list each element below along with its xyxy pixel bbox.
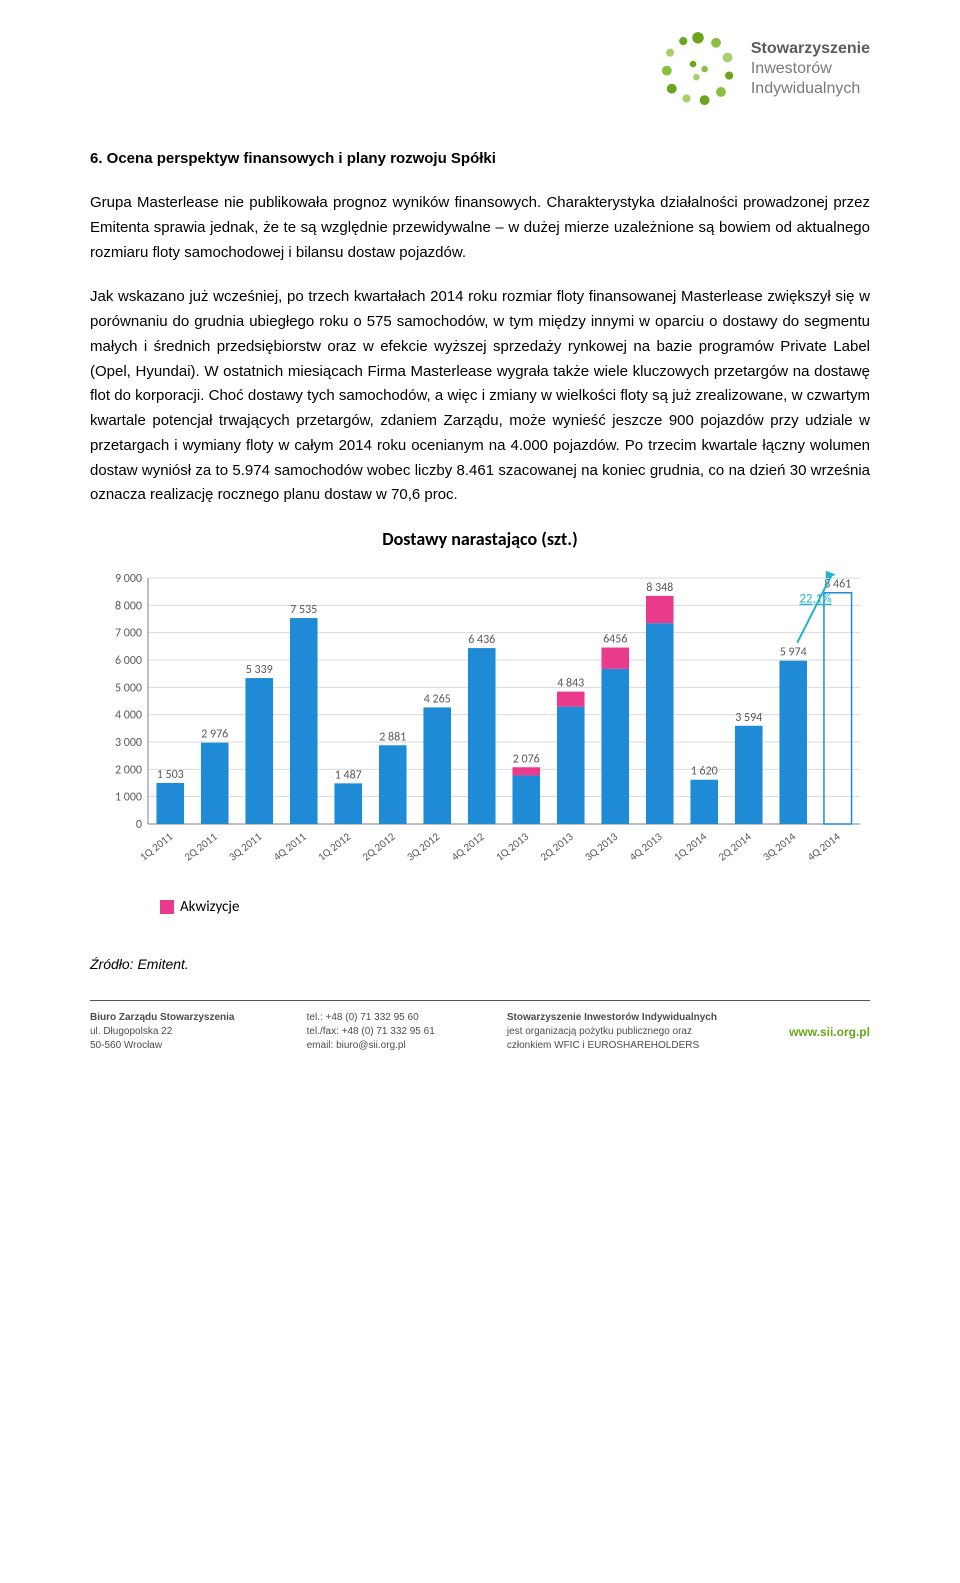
page-header: Stowarzyszenie Inwestorów Indywidualnych	[90, 28, 870, 110]
svg-text:1Q 2014: 1Q 2014	[671, 830, 709, 864]
chart-source: Źródło: Emitent.	[90, 956, 870, 972]
svg-text:3Q 2012: 3Q 2012	[404, 830, 442, 864]
footer-org-2: jest organizacją pożytku publicznego ora…	[507, 1025, 717, 1039]
svg-text:1 620: 1 620	[691, 765, 718, 779]
footer-contact-1: tel.: +48 (0) 71 332 95 60	[307, 1011, 435, 1025]
section-title: 6. Ocena perspektyw finansowych i plany …	[90, 150, 870, 167]
paragraph-1: Grupa Masterlease nie publikowała progno…	[90, 191, 870, 265]
footer-org-1: Stowarzyszenie Inwestorów Indywidualnych	[507, 1011, 717, 1025]
svg-text:3Q 2011: 3Q 2011	[226, 830, 264, 864]
svg-text:6 436: 6 436	[468, 633, 495, 647]
svg-text:1 000: 1 000	[115, 791, 142, 805]
svg-text:7 000: 7 000	[115, 627, 142, 641]
footer-contact-2: tel./fax: +48 (0) 71 332 95 61	[307, 1025, 435, 1039]
footer-address-1: Biuro Zarządu Stowarzyszenia	[90, 1011, 234, 1025]
svg-text:1Q 2013: 1Q 2013	[493, 830, 531, 864]
svg-text:6456: 6456	[603, 633, 627, 647]
footer-org-3: członkiem WFIC i EUROSHAREHOLDERS	[507, 1039, 717, 1053]
svg-text:4 000: 4 000	[115, 709, 142, 723]
svg-text:8 000: 8 000	[115, 599, 142, 613]
footer-divider	[90, 1000, 870, 1001]
svg-text:8 348: 8 348	[646, 581, 673, 595]
brand-line-1: Stowarzyszenie	[751, 39, 870, 59]
svg-text:7 535: 7 535	[290, 603, 317, 617]
page-footer: Biuro Zarządu Stowarzyszenia ul. Długopo…	[90, 1011, 870, 1053]
svg-text:5 974: 5 974	[780, 646, 807, 660]
chart-container: Dostawy narastająco (szt.) 0 1 000 2 000 3 …	[90, 528, 870, 916]
paragraph-2: Jak wskazano już wcześniej, po trzech kw…	[90, 285, 870, 508]
brand-line-2: Inwestorów	[751, 59, 870, 79]
svg-text:2 976: 2 976	[201, 728, 228, 742]
svg-text:2 881: 2 881	[379, 730, 406, 744]
svg-text:1Q 2012: 1Q 2012	[315, 830, 353, 864]
svg-text:1 503: 1 503	[157, 768, 184, 782]
svg-text:4 843: 4 843	[557, 677, 584, 691]
legend-swatch-icon	[160, 900, 174, 914]
svg-text:2 000: 2 000	[115, 763, 142, 777]
svg-text:1Q 2011: 1Q 2011	[137, 830, 175, 864]
footer-col-contact: tel.: +48 (0) 71 332 95 60 tel./fax: +48…	[307, 1011, 453, 1053]
svg-text:9 000: 9 000	[115, 572, 142, 586]
svg-text:4Q 2014: 4Q 2014	[805, 830, 843, 864]
footer-address-2: ul. Długopolska 22	[90, 1025, 234, 1039]
footer-url: www.sii.org.pl	[789, 1024, 870, 1041]
svg-text:3 000: 3 000	[115, 736, 142, 750]
svg-text:5 339: 5 339	[246, 663, 273, 677]
brand-logo-icon	[657, 28, 739, 110]
svg-text:3Q 2013: 3Q 2013	[582, 830, 620, 864]
svg-text:2Q 2013: 2Q 2013	[538, 830, 576, 864]
svg-text:22,1%: 22,1%	[799, 592, 831, 607]
svg-text:2Q 2012: 2Q 2012	[360, 830, 398, 864]
footer-col-org: Stowarzyszenie Inwestorów Indywidualnych…	[507, 1011, 735, 1053]
svg-text:6 000: 6 000	[115, 654, 142, 668]
chart-title: Dostawy narastająco (szt.)	[90, 528, 870, 550]
chart-legend: Akwizycje	[160, 898, 870, 916]
svg-text:4Q 2011: 4Q 2011	[271, 830, 309, 864]
brand-text: Stowarzyszenie Inwestorów Indywidualnych	[751, 39, 870, 99]
legend-label: Akwizycje	[180, 898, 239, 916]
svg-text:4Q 2012: 4Q 2012	[449, 830, 487, 864]
svg-text:3Q 2014: 3Q 2014	[760, 830, 798, 864]
svg-text:3 594: 3 594	[735, 711, 762, 725]
brand-line-3: Indywidualnych	[751, 79, 870, 99]
footer-contact-3: email: biuro@sii.org.pl	[307, 1039, 435, 1053]
svg-text:4 265: 4 265	[424, 692, 451, 706]
svg-text:2 076: 2 076	[513, 752, 540, 766]
bar-chart: 0 1 000 2 000 3 000 4 000 5 000 6 000 7 000 8 00…	[90, 554, 870, 894]
svg-text:5 000: 5 000	[115, 681, 142, 695]
footer-address-3: 50-560 Wrocław	[90, 1039, 234, 1053]
svg-text:2Q 2011: 2Q 2011	[182, 830, 220, 864]
svg-text:1 487: 1 487	[335, 768, 362, 782]
svg-text:0: 0	[136, 818, 142, 832]
svg-text:4Q 2013: 4Q 2013	[627, 830, 665, 864]
footer-col-address: Biuro Zarządu Stowarzyszenia ul. Długopo…	[90, 1011, 252, 1053]
svg-text:2Q 2014: 2Q 2014	[716, 830, 754, 864]
